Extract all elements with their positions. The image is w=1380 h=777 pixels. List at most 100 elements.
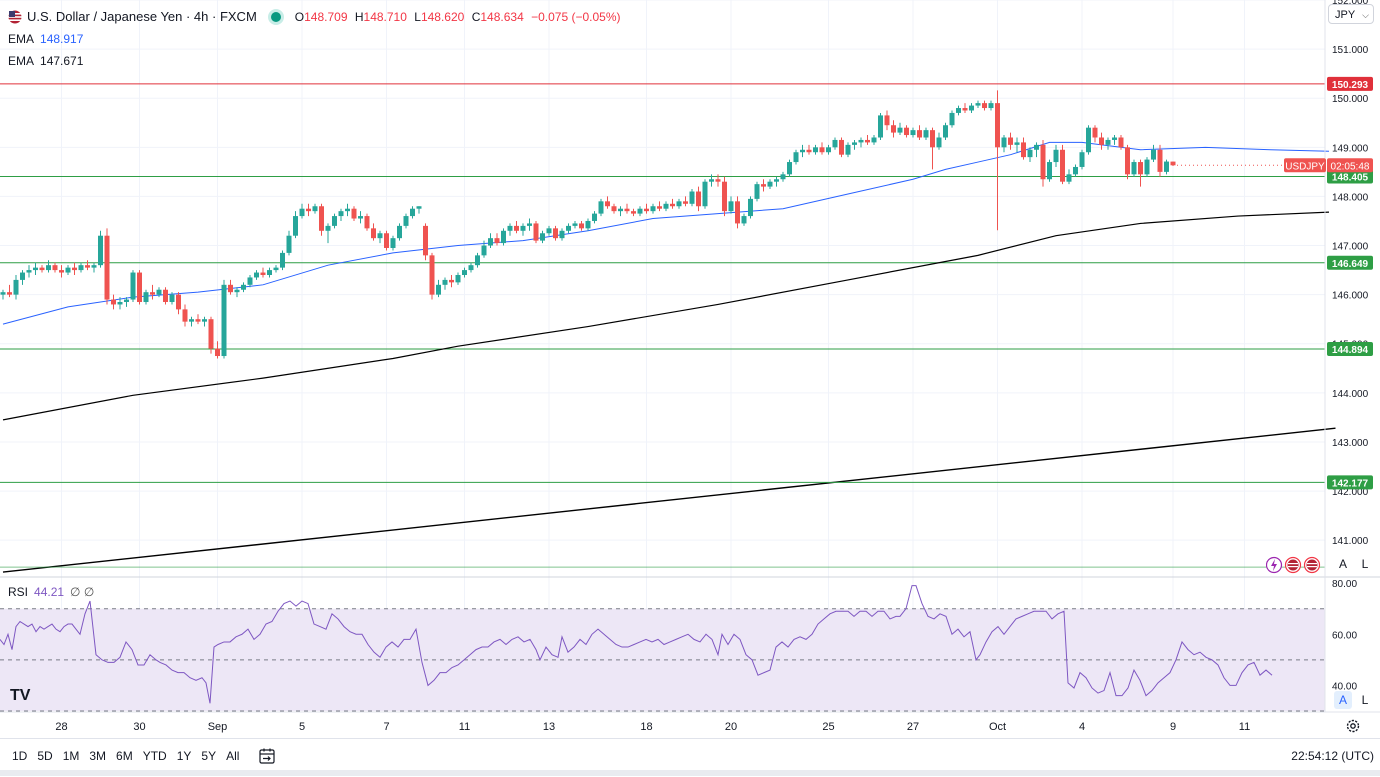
calendar-goto-icon[interactable] (258, 747, 276, 765)
candle-body (787, 162, 792, 175)
candle (1138, 159, 1143, 187)
candle (364, 213, 370, 231)
candle-body (1008, 137, 1013, 145)
rsi-auto-scale-button[interactable]: A (1334, 691, 1352, 709)
candle (98, 230, 103, 268)
tradingview-logo[interactable]: TV (10, 684, 40, 704)
rsi-tick-label: 80.00 (1332, 579, 1357, 590)
candle-body (137, 272, 142, 303)
candle (111, 294, 116, 310)
candle (267, 267, 272, 278)
candle-body (689, 191, 695, 204)
range-1m[interactable]: 1M (62, 749, 80, 763)
svg-text:TV: TV (10, 687, 31, 704)
candle (956, 105, 961, 116)
candle (384, 230, 389, 251)
rsi-log-scale-button[interactable]: L (1361, 693, 1369, 707)
candle (527, 218, 532, 231)
candle-body (1021, 142, 1026, 158)
candle (793, 149, 799, 165)
candle (1118, 135, 1124, 150)
candle (1170, 161, 1176, 166)
range-all[interactable]: All (226, 749, 240, 763)
candle (345, 203, 350, 217)
candle-body (514, 225, 519, 231)
candle (488, 233, 493, 248)
rsi-legend[interactable]: RSI 44.21 ∅ ∅ (8, 585, 95, 599)
range-3m[interactable]: 3M (89, 749, 107, 763)
ema-slow-legend[interactable]: EMA 147.671 (8, 54, 84, 68)
time-tick-label: 5 (299, 721, 305, 733)
candle (858, 137, 864, 148)
candle-body (169, 294, 175, 303)
candle (826, 144, 831, 155)
candle (585, 218, 591, 231)
horizontal-levels[interactable] (0, 83, 1325, 568)
candle-body (286, 235, 292, 253)
candle (280, 250, 285, 271)
range-ytd[interactable]: YTD (142, 749, 167, 763)
candle-body (670, 203, 675, 207)
candle (338, 208, 344, 221)
range-1y[interactable]: 1Y (176, 749, 192, 763)
candle-body (234, 289, 240, 293)
trendline[interactable] (2, 427, 1336, 573)
price-tick-label: 143.000 (1332, 438, 1369, 449)
candle (566, 223, 571, 234)
range-1d[interactable]: 1D (12, 749, 28, 763)
candle-body (410, 208, 415, 217)
candle (683, 196, 688, 207)
candle (689, 189, 695, 207)
candle (228, 279, 233, 295)
candle-body (962, 108, 968, 111)
candle-body (936, 137, 942, 148)
market-status-icon[interactable] (270, 12, 281, 22)
candle (59, 265, 64, 278)
candle-body (59, 270, 64, 273)
symbol-title[interactable]: U.S. Dollar / Japanese Yen · 4h · FXCM (27, 9, 257, 24)
candle-body (917, 130, 922, 138)
candle (819, 142, 825, 155)
ema-fast-line (2, 141, 1330, 325)
utc-clock[interactable]: 22:54:12 (UTC) (1291, 749, 1374, 763)
candle (540, 230, 545, 244)
candle (1099, 132, 1104, 150)
candle-body (696, 191, 701, 207)
candle-body (572, 223, 578, 226)
candle (416, 206, 422, 214)
auto-scale-button[interactable]: A (1338, 557, 1347, 571)
candle (182, 304, 188, 327)
candle (312, 203, 318, 214)
currency-select[interactable]: JPY ⌵ (1328, 4, 1374, 24)
candle (429, 252, 435, 300)
candle (1125, 144, 1130, 180)
settings-gear-icon[interactable] (1345, 718, 1361, 734)
candle (507, 223, 513, 236)
candle (358, 211, 363, 224)
ema-fast-legend[interactable]: EMA 148.917 (8, 32, 84, 46)
candle (670, 198, 675, 209)
candle (774, 176, 779, 187)
chart-legend: U.S. Dollar / Japanese Yen · 4h · FXCM O… (8, 6, 621, 72)
candle (202, 316, 207, 327)
candle (403, 213, 409, 229)
log-scale-button[interactable]: L (1361, 557, 1369, 571)
candle-body (13, 279, 19, 295)
candle (709, 174, 714, 187)
candle-body (605, 201, 610, 207)
candle (189, 316, 194, 327)
time-tick-label: 9 (1170, 721, 1176, 733)
range-5y[interactable]: 5Y (201, 749, 217, 763)
candle-body (767, 181, 773, 187)
candle (728, 196, 734, 214)
range-5d[interactable]: 5D (37, 749, 53, 763)
candle (884, 110, 890, 131)
candle (449, 274, 454, 288)
candle (572, 220, 578, 229)
candle-body (267, 270, 272, 275)
candle (514, 220, 519, 234)
event-icons[interactable] (1265, 556, 1322, 574)
candle-body (598, 201, 604, 214)
range-6m[interactable]: 6M (116, 749, 133, 763)
